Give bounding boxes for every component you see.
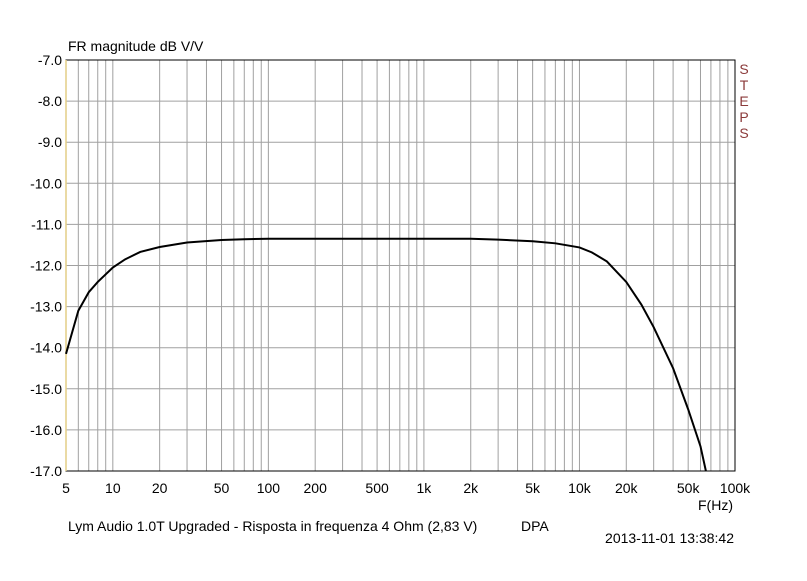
x-tick-label: 20k <box>615 480 639 496</box>
chart-timestamp: 2013-11-01 13:38:42 <box>605 530 734 546</box>
x-tick-label: 10 <box>105 480 121 496</box>
x-tick-label: 50k <box>677 480 701 496</box>
y-tick-label: -16.0 <box>30 422 62 438</box>
grid-lines <box>65 59 736 472</box>
x-tick-label: 500 <box>365 480 389 496</box>
steps-letter: P <box>739 109 748 125</box>
y-tick-label: -14.0 <box>30 340 62 356</box>
steps-letter: S <box>739 125 748 141</box>
x-tick-label: 2k <box>463 480 479 496</box>
steps-letter: S <box>739 61 748 77</box>
y-tick-label: -7.0 <box>38 52 62 68</box>
y-tick-label: -10.0 <box>30 175 62 191</box>
steps-letter: T <box>740 77 749 93</box>
y-tick-label: -12.0 <box>30 258 62 274</box>
steps-letter: E <box>739 93 748 109</box>
series-line-frequency-response <box>65 237 707 472</box>
x-tick-label: 10k <box>568 480 592 496</box>
y-tick-label: -9.0 <box>38 134 62 150</box>
x-tick-label: 1k <box>417 480 433 496</box>
x-tick-label: 5k <box>525 480 541 496</box>
x-tick-label: 200 <box>304 480 328 496</box>
chart-tag: DPA <box>521 518 549 534</box>
x-tick-label: 100k <box>720 480 751 496</box>
y-tick-label: -15.0 <box>30 381 62 397</box>
x-axis-ticks: 5 10 20 50 100 200 500 1k 2k 5k 10k 20k 50k 100k <box>62 480 751 496</box>
x-tick-label: 100 <box>257 480 281 496</box>
y-tick-label: -8.0 <box>38 93 62 109</box>
x-axis-label: F(Hz) <box>698 497 733 513</box>
y-axis-ticks: -7.0 -8.0 -9.0 -10.0 -11.0 -12.0 -13.0 -14.0 -15… <box>30 52 62 479</box>
chart-title: FR magnitude dB V/V <box>68 38 204 54</box>
x-tick-label: 20 <box>152 480 168 496</box>
y-tick-label: -17.0 <box>30 463 62 479</box>
x-tick-label: 50 <box>214 480 230 496</box>
x-tick-label: 5 <box>62 480 70 496</box>
y-tick-label: -11.0 <box>31 216 62 232</box>
y-tick-label: -13.0 <box>30 299 62 315</box>
chart-caption: Lym Audio 1.0T Upgraded - Risposta in fr… <box>68 518 477 534</box>
